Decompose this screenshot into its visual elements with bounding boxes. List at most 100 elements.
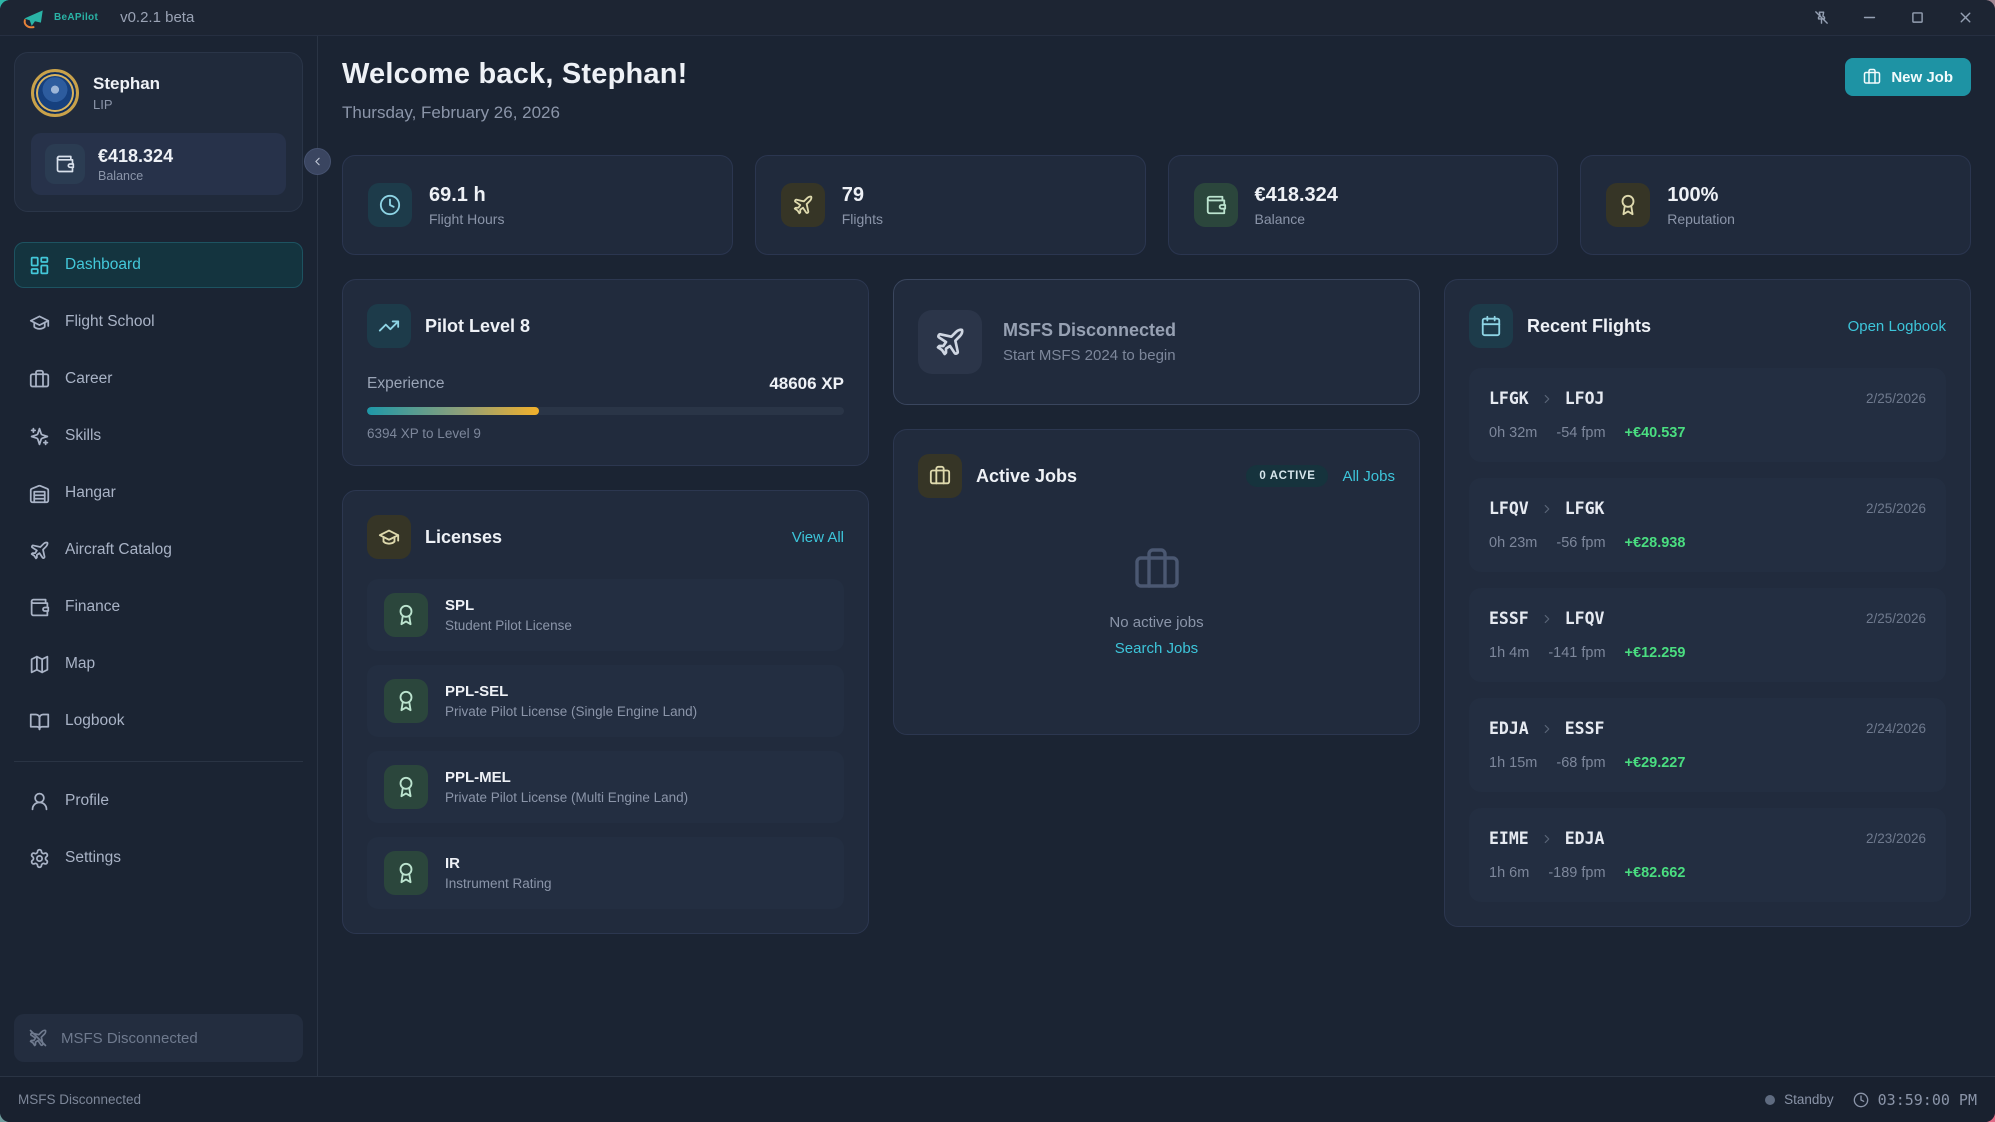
pilot-level-title: Pilot Level 8 [425,315,531,336]
open-logbook-link[interactable]: Open Logbook [1847,317,1946,335]
briefcase-icon [1133,546,1181,594]
flight-to: LFQV [1564,609,1605,628]
sidebar-item-skills[interactable]: Skills [14,413,303,459]
flight-to: LFOJ [1564,389,1605,408]
sidebar-item-profile[interactable]: Profile [14,778,303,824]
recent-flights-card: Recent Flights Open Logbook LFGK LFOJ 2/… [1444,279,1971,927]
window-body: Stephan LIP €418.324 Balance Dashboard [0,36,1995,1076]
plane-icon [780,183,825,227]
sidebar-item-flight-school[interactable]: Flight School [14,299,303,345]
experience-label: Experience [367,375,445,392]
profile-card: Stephan LIP €418.324 Balance [14,52,303,212]
flight-item[interactable]: LFQV LFGK 2/25/2026 0h 23m -56 fpm +€28.… [1469,478,1946,572]
flight-earnings: +€82.662 [1624,865,1686,881]
maximize-icon[interactable] [1893,1,1941,35]
connection-status-label: MSFS Disconnected [61,1029,198,1047]
flight-fpm: -68 fpm [1556,755,1606,771]
sidebar-item-label: Profile [65,792,109,809]
view-all-link[interactable]: View All [791,528,844,546]
flight-fpm: -56 fpm [1556,535,1606,551]
plane-off-icon [28,1028,48,1048]
user-icon [29,791,50,812]
flight-date: 2/25/2026 [1865,611,1926,626]
profile-name: Stephan [93,74,161,93]
profile-subtitle: LIP [93,97,113,112]
sidebar-item-logbook[interactable]: Logbook [14,698,303,744]
flight-from: EIME [1489,829,1529,848]
sidebar-item-map[interactable]: Map [14,641,303,687]
license-code: SPL [445,597,475,614]
balance-value: €418.324 [98,145,174,166]
flight-duration: 0h 23m [1489,535,1538,551]
license-item[interactable]: PPL-SEL Private Pilot License (Single En… [367,665,844,737]
active-jobs-title: Active Jobs [976,465,1078,486]
titlebar: BeAPilot v0.2.1 beta [0,0,1995,36]
warehouse-icon [29,483,50,504]
sidebar-collapse-button[interactable] [304,148,331,175]
sidebar-balance: €418.324 Balance [31,133,286,195]
sidebar-item-career[interactable]: Career [14,356,303,402]
clock-icon [1853,1092,1869,1108]
sidebar-item-hangar[interactable]: Hangar [14,470,303,516]
stat-flight-hours: 69.1 h Flight Hours [342,155,733,255]
stat-value: 79 [841,183,864,206]
all-jobs-link[interactable]: All Jobs [1342,467,1395,485]
app-logo-text: BeAPilot [54,12,99,23]
msfs-status-subtitle: Start MSFS 2024 to begin [1003,347,1176,364]
stat-label: Balance [1254,210,1306,227]
sidebar-item-settings[interactable]: Settings [14,835,303,881]
chevron-left-icon [311,155,324,168]
license-item[interactable]: PPL-MEL Private Pilot License (Multi Eng… [367,751,844,823]
balance-label: Balance [98,168,144,183]
award-icon [384,593,428,637]
recent-flights-title: Recent Flights [1527,315,1652,336]
flight-earnings: +€29.227 [1624,755,1686,771]
new-job-label: New Job [1891,68,1953,86]
sidebar-item-label: Skills [65,427,102,444]
minimize-icon[interactable] [1845,1,1893,35]
avatar [31,69,79,117]
wallet-icon [29,597,50,618]
license-item[interactable]: SPL Student Pilot License [367,579,844,651]
stat-reputation: 100% Reputation [1580,155,1971,255]
main-content: Welcome back, Stephan! Thursday, Februar… [318,36,1995,1076]
msfs-status-card: MSFS Disconnected Start MSFS 2024 to beg… [893,279,1420,405]
briefcase-icon [29,369,50,390]
calendar-icon [1469,304,1513,348]
app-version: v0.2.1 beta [120,9,195,26]
license-item[interactable]: IR Instrument Rating [367,837,844,909]
column-right: Recent Flights Open Logbook LFGK LFOJ 2/… [1444,279,1971,927]
dashboard-grid: Pilot Level 8 Experience 48606 XP 6394 X… [342,279,1971,934]
flight-earnings: +€40.537 [1624,425,1686,441]
column-middle: MSFS Disconnected Start MSFS 2024 to beg… [893,279,1420,735]
flight-item[interactable]: LFGK LFOJ 2/25/2026 0h 32m -54 fpm +€40.… [1469,368,1946,462]
new-job-button[interactable]: New Job [1845,58,1971,96]
flight-item[interactable]: ESSF LFQV 2/25/2026 1h 4m -141 fpm +€12.… [1469,588,1946,682]
flight-item[interactable]: EDJA ESSF 2/24/2026 1h 15m -68 fpm +€29.… [1469,698,1946,792]
app-logo-icon [20,6,46,30]
profile-summary: Stephan LIP [31,69,286,117]
sidebar-item-aircraft-catalog[interactable]: Aircraft Catalog [14,527,303,573]
xp-progress-fill [367,407,539,415]
license-code: PPL-SEL [445,683,509,700]
flight-item[interactable]: EIME EDJA 2/23/2026 1h 6m -189 fpm +€82.… [1469,808,1946,902]
main-header: Welcome back, Stephan! Thursday, Februar… [342,58,1971,123]
flight-fpm: -141 fpm [1548,645,1606,661]
licenses-title: Licenses [425,526,503,547]
search-jobs-link[interactable]: Search Jobs [1114,640,1199,657]
stat-label: Flights [841,210,883,227]
plane-icon [29,540,50,561]
stat-balance: €418.324 Balance [1167,155,1559,255]
sidebar-item-finance[interactable]: Finance [14,584,303,630]
briefcase-icon [1863,68,1881,86]
sidebar-item-dashboard[interactable]: Dashboard [14,242,303,288]
award-icon [384,851,428,895]
flight-from: LFQV [1489,499,1529,518]
pin-off-icon[interactable] [1797,1,1845,35]
close-icon[interactable] [1941,1,1989,35]
chevron-right-icon [1540,502,1554,516]
flight-to: EDJA [1564,829,1605,848]
stat-value: 100% [1667,183,1719,206]
flight-from: ESSF [1489,609,1529,628]
